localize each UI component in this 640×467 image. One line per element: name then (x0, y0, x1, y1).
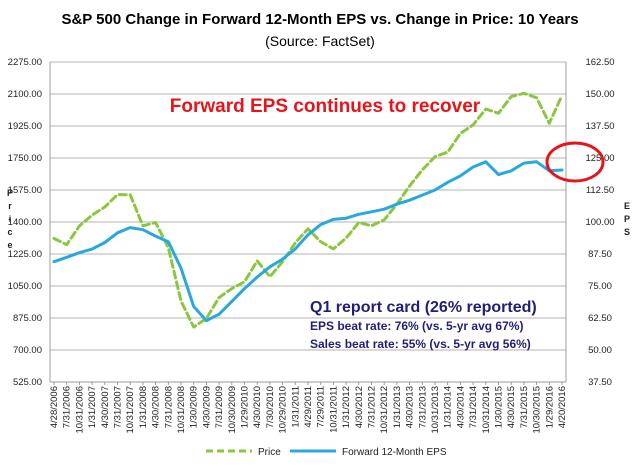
x-tick-label: 4/30/2015 (506, 386, 517, 428)
x-tick-label: 7/31/2007 (113, 386, 124, 428)
x-tick-label: 4/30/2007 (100, 386, 111, 428)
eps-series-line (52, 160, 564, 323)
x-tick-label: 4/28/2006 (49, 386, 60, 428)
x-tick-label: 10/30/2015 (532, 386, 543, 434)
left-tick-label: 1050.00 (8, 281, 42, 292)
report-card-eps-beat: EPS beat rate: 76% (vs. 5-yr avg 67%) (310, 319, 523, 333)
x-tick-label: 10/31/2008 (176, 386, 187, 434)
x-tick-label: 4/30/2010 (252, 386, 263, 428)
x-tick-label: 10/31/2013 (430, 386, 441, 434)
x-tick-label: 4/30/2009 (201, 386, 212, 428)
x-tick-label: 10/31/2012 (379, 386, 390, 434)
x-tick-label: 7/30/2010 (265, 386, 276, 428)
price-series-line (52, 91, 564, 329)
left-tick-label: 1575.00 (8, 185, 42, 196)
x-tick-label: 1/30/2009 (189, 386, 200, 428)
x-tick-label: 7/31/2013 (417, 386, 428, 428)
x-tick-label: 1/29/2010 (240, 386, 251, 428)
right-tick-label: 75.00 (588, 281, 612, 292)
x-tick-label: 10/29/2010 (278, 386, 289, 434)
left-tick-label: 1225.00 (8, 249, 42, 260)
x-tick-label: 10/30/2009 (227, 386, 238, 434)
left-axis-ticks: 2275.00 2100.00 1925.00 1750.00 1575.00 1400.… (8, 57, 42, 388)
x-tick-label: 4/30/2008 (151, 386, 162, 428)
x-tick-label: 1/31/2011 (290, 386, 301, 428)
report-card-sales-beat: Sales beat rate: 55% (vs. 5-yr avg 56%) (310, 337, 531, 351)
left-tick-label: 2275.00 (8, 57, 42, 68)
right-tick-label: 62.50 (588, 313, 612, 324)
x-tick-label: 1/31/2014 (443, 386, 454, 428)
report-card-title: Q1 report card (26% reported) (310, 299, 537, 316)
legend: Price Forward 12-Month EPS (206, 447, 447, 458)
x-tick-label: 10/31/2007 (125, 386, 136, 434)
right-tick-label: 50.00 (588, 345, 612, 356)
x-tick-label: 7/31/2006 (62, 386, 73, 428)
x-tick-label: 7/31/2014 (468, 386, 479, 428)
left-tick-label: 525.00 (13, 377, 42, 388)
x-tick-label: 1/31/2008 (138, 386, 149, 428)
x-tick-label: 1/31/2012 (341, 386, 352, 428)
left-tick-label: 875.00 (13, 313, 42, 324)
right-tick-label: 162.50 (585, 57, 614, 68)
right-tick-label: 137.50 (585, 121, 614, 132)
x-tick-label: 7/31/2009 (214, 386, 225, 428)
x-tick-label: 7/29/2011 (316, 386, 327, 428)
report-card: Q1 report card (26% reported) EPS beat r… (310, 299, 537, 351)
x-tick-label: 1/31/2013 (392, 386, 403, 428)
chart-subtitle: (Source: FactSet) (265, 33, 375, 49)
left-tick-label: 700.00 (13, 345, 42, 356)
right-tick-label: 125.00 (585, 153, 614, 164)
legend-price-label: Price (258, 447, 281, 458)
x-tick-label: 10/31/2014 (481, 386, 492, 434)
gridlines (49, 61, 567, 383)
right-tick-label: 112.50 (586, 185, 614, 196)
right-tick-label: 100.00 (585, 217, 614, 228)
chart-title: S&P 500 Change in Forward 12-Month EPS v… (61, 11, 578, 28)
forward-eps-annotation: Forward EPS continues to recover (170, 96, 481, 117)
left-tick-label: 1750.00 (8, 153, 42, 164)
series-layer (52, 91, 564, 329)
right-axis-ticks: 162.50 150.00 137.50 125.00 112.50 100.00 87.5… (585, 57, 614, 388)
x-tick-label: 7/31/2015 (519, 386, 530, 428)
x-tick-label: 1/30/2015 (494, 386, 505, 428)
right-tick-label: 87.50 (588, 249, 612, 260)
x-tick-label: 4/20/2016 (557, 386, 568, 428)
left-tick-label: 2100.00 (8, 89, 42, 100)
x-tick-label: 7/31/2012 (367, 386, 378, 428)
x-tick-label: 4/30/2014 (455, 386, 466, 428)
left-tick-label: 1925.00 (8, 121, 42, 132)
x-tick-label: 1/29/2016 (544, 386, 555, 428)
x-tick-label: 10/31/2006 (74, 386, 85, 434)
right-tick-label: 37.50 (588, 377, 612, 388)
x-tick-label: 7/31/2008 (163, 386, 174, 428)
x-tick-label: 1/31/2007 (87, 386, 98, 428)
left-tick-label: 1400.00 (8, 217, 42, 228)
x-axis-ticks: 4/28/2006 7/31/2006 10/31/2006 1/31/2007 4/3… (49, 382, 568, 434)
legend-eps-label: Forward 12-Month EPS (342, 447, 447, 458)
x-tick-label: 4/30/2012 (354, 386, 365, 428)
right-tick-label: 150.00 (585, 89, 614, 100)
x-tick-label: 10/31/2011 (328, 386, 339, 433)
eps-highlight-circle (545, 141, 605, 183)
x-tick-label: 4/29/2011 (303, 386, 314, 428)
x-tick-label: 4/30/2013 (405, 386, 416, 428)
